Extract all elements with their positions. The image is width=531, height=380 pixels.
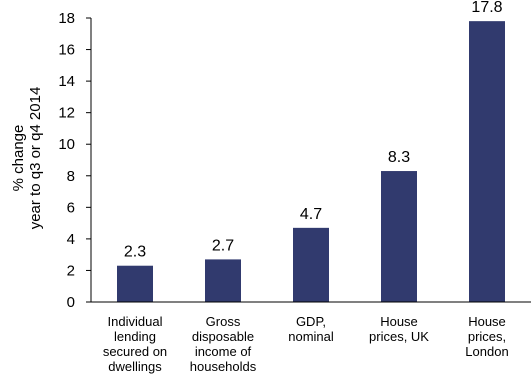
x-category-label-line: nominal <box>288 329 334 344</box>
y-axis-title-line: year to q3 or q4 2014 <box>27 87 44 230</box>
x-category-label-line: London <box>465 344 508 359</box>
bar <box>117 265 153 302</box>
bars: 2.3 2.7 4.7 8.3 17.8 <box>117 0 505 303</box>
x-category-label-line: income of <box>195 344 252 359</box>
bar-value-label: 2.3 <box>124 244 146 261</box>
x-category-label: Gross disposable income of households <box>190 314 257 374</box>
y-tick-label: 2 <box>67 262 75 279</box>
x-category-label-line: Gross <box>206 314 241 329</box>
x-category-label-line: households <box>190 359 257 374</box>
x-category-label-line: dwellings <box>108 359 162 374</box>
y-tick-label: 0 <box>67 294 75 311</box>
y-tick-label: 12 <box>58 105 75 122</box>
x-category-label: House prices, UK <box>369 314 429 344</box>
y-axis-title-line: % change <box>10 125 27 192</box>
y-tick-label: 4 <box>67 231 75 248</box>
bar <box>469 21 505 303</box>
x-category-label: House prices, London <box>465 314 508 359</box>
y-tick-label: 10 <box>58 136 75 153</box>
bar-value-label: 17.8 <box>471 0 502 16</box>
x-category-label: Individual lending secured on dwellings <box>103 314 167 374</box>
y-tick-label: 16 <box>58 42 75 59</box>
y-tick-label: 14 <box>58 73 75 90</box>
bar-value-label: 8.3 <box>388 149 410 166</box>
y-axis: 0 2 4 6 8 10 12 14 16 18 <box>58 10 92 311</box>
y-axis-title: % changeyear to q3 or q4 2014 <box>10 87 44 230</box>
x-category-label-line: secured on <box>103 344 167 359</box>
bar <box>293 227 329 302</box>
x-category-label-line: GDP, <box>296 314 326 329</box>
y-axis-title-text: % changeyear to q3 or q4 2014 <box>10 87 44 230</box>
x-category-label-line: lending <box>114 329 156 344</box>
x-category-label-line: prices, <box>468 329 506 344</box>
y-tick-label: 18 <box>58 10 75 27</box>
bar <box>381 171 417 302</box>
x-category-label: GDP, nominal <box>288 314 334 344</box>
x-axis: Individual lending secured on dwellings Gros… <box>91 301 531 374</box>
bar <box>205 259 241 302</box>
y-tick-label: 6 <box>67 199 75 216</box>
x-category-label-line: House <box>468 314 506 329</box>
x-category-label-line: Individual <box>108 314 163 329</box>
x-category-label-line: House <box>380 314 418 329</box>
x-category-label-line: prices, UK <box>369 329 429 344</box>
y-tick-label: 8 <box>67 168 75 185</box>
bar-value-label: 2.7 <box>212 237 234 254</box>
x-category-label-line: disposable <box>192 329 254 344</box>
bar-value-label: 4.7 <box>300 206 322 223</box>
